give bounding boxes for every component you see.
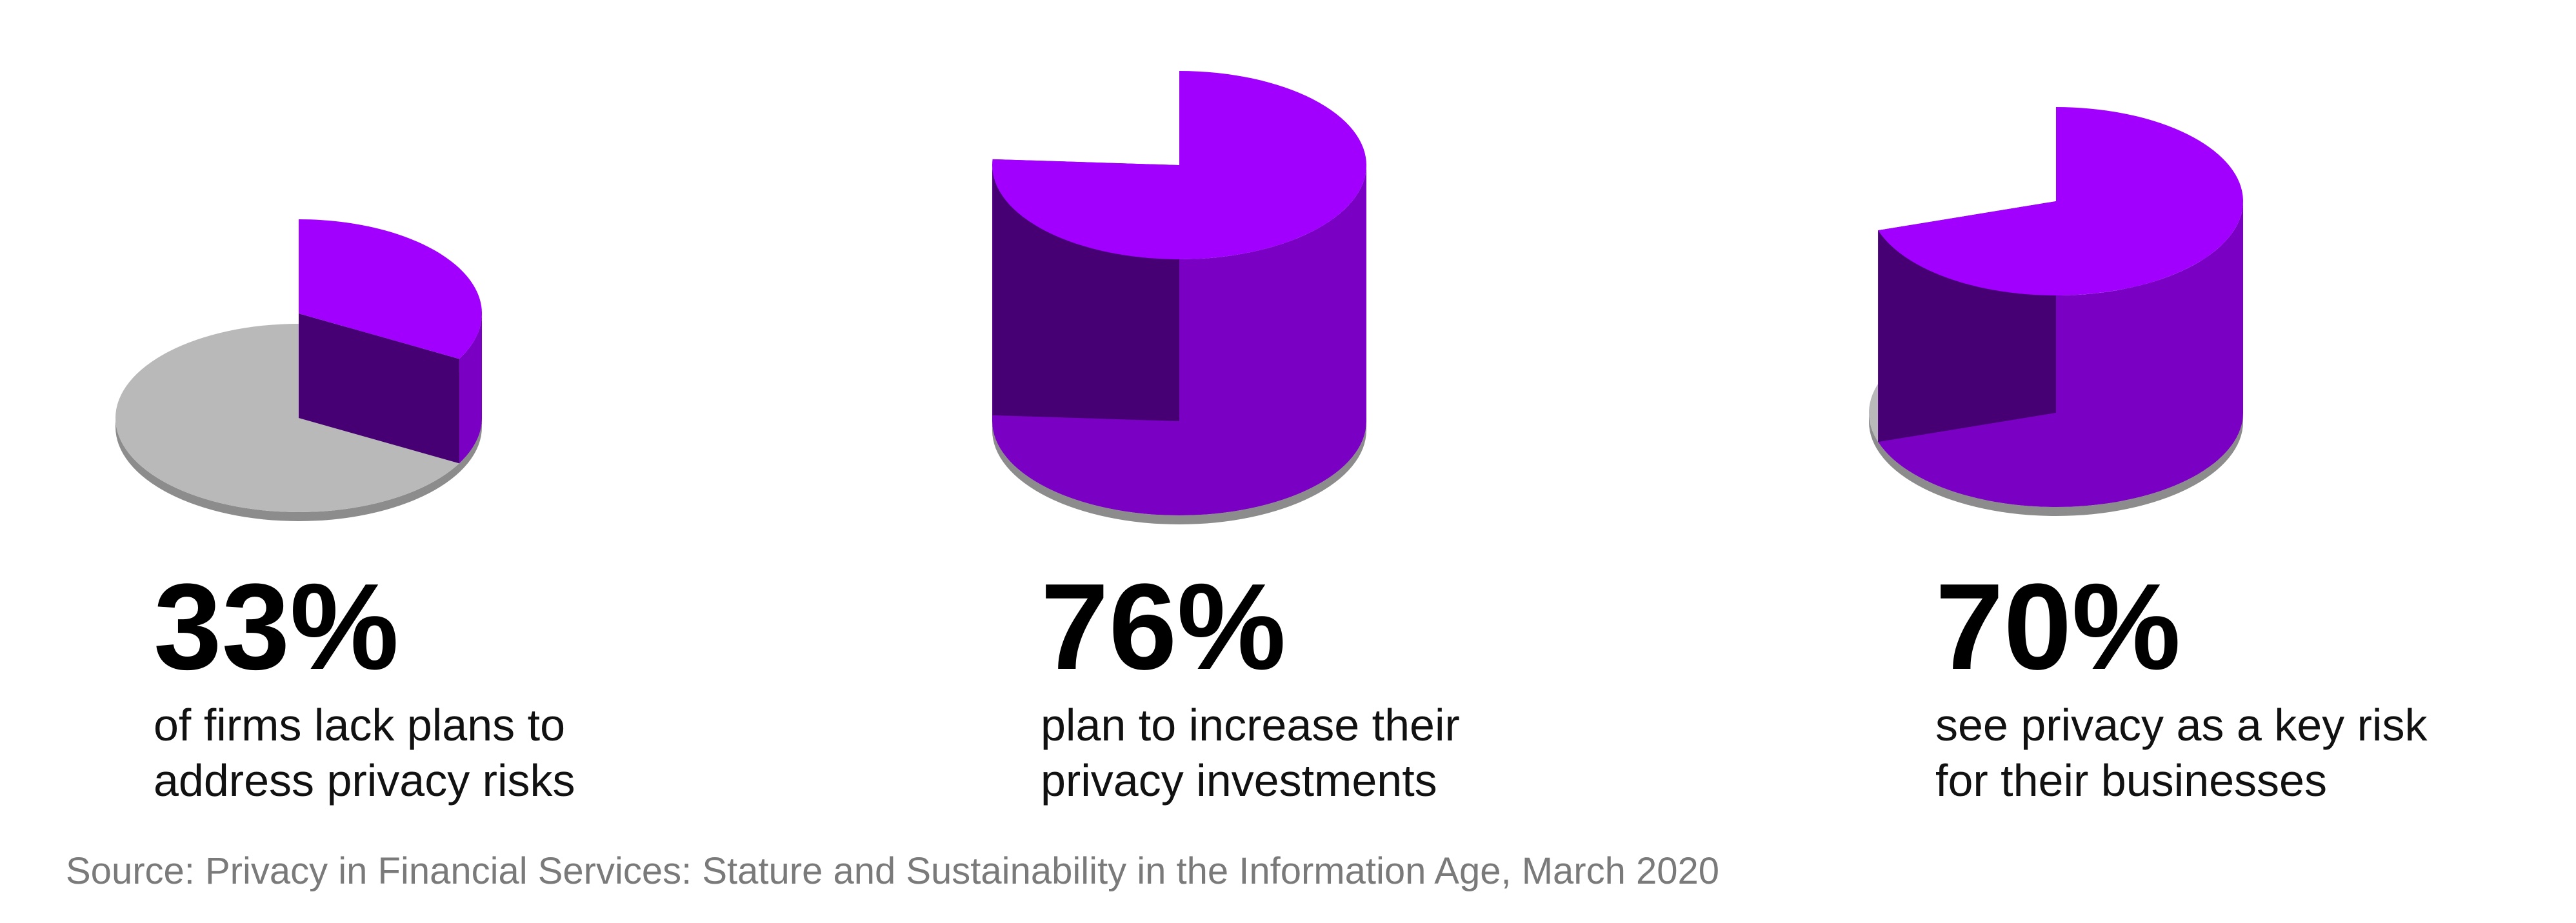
caption: for their businesses xyxy=(1935,755,2327,806)
slice-top xyxy=(1878,107,2244,295)
value-label: 70% xyxy=(1935,559,2181,695)
slice-side xyxy=(1878,201,2243,507)
caption: plan to increase their xyxy=(1041,700,1460,750)
value-label: 76% xyxy=(1041,559,1286,695)
caption: see privacy as a key risk xyxy=(1935,700,2428,750)
slice-top xyxy=(299,219,483,359)
slice-top xyxy=(992,71,1366,260)
slice-wall xyxy=(299,313,459,464)
caption: address privacy risks xyxy=(154,755,575,806)
slice-side xyxy=(459,313,482,464)
source-note: Source: Privacy in Financial Services: S… xyxy=(66,850,1719,892)
caption: privacy investments xyxy=(1041,755,1437,806)
caption: of firms lack plans to xyxy=(154,700,565,750)
value-label: 33% xyxy=(154,559,399,695)
